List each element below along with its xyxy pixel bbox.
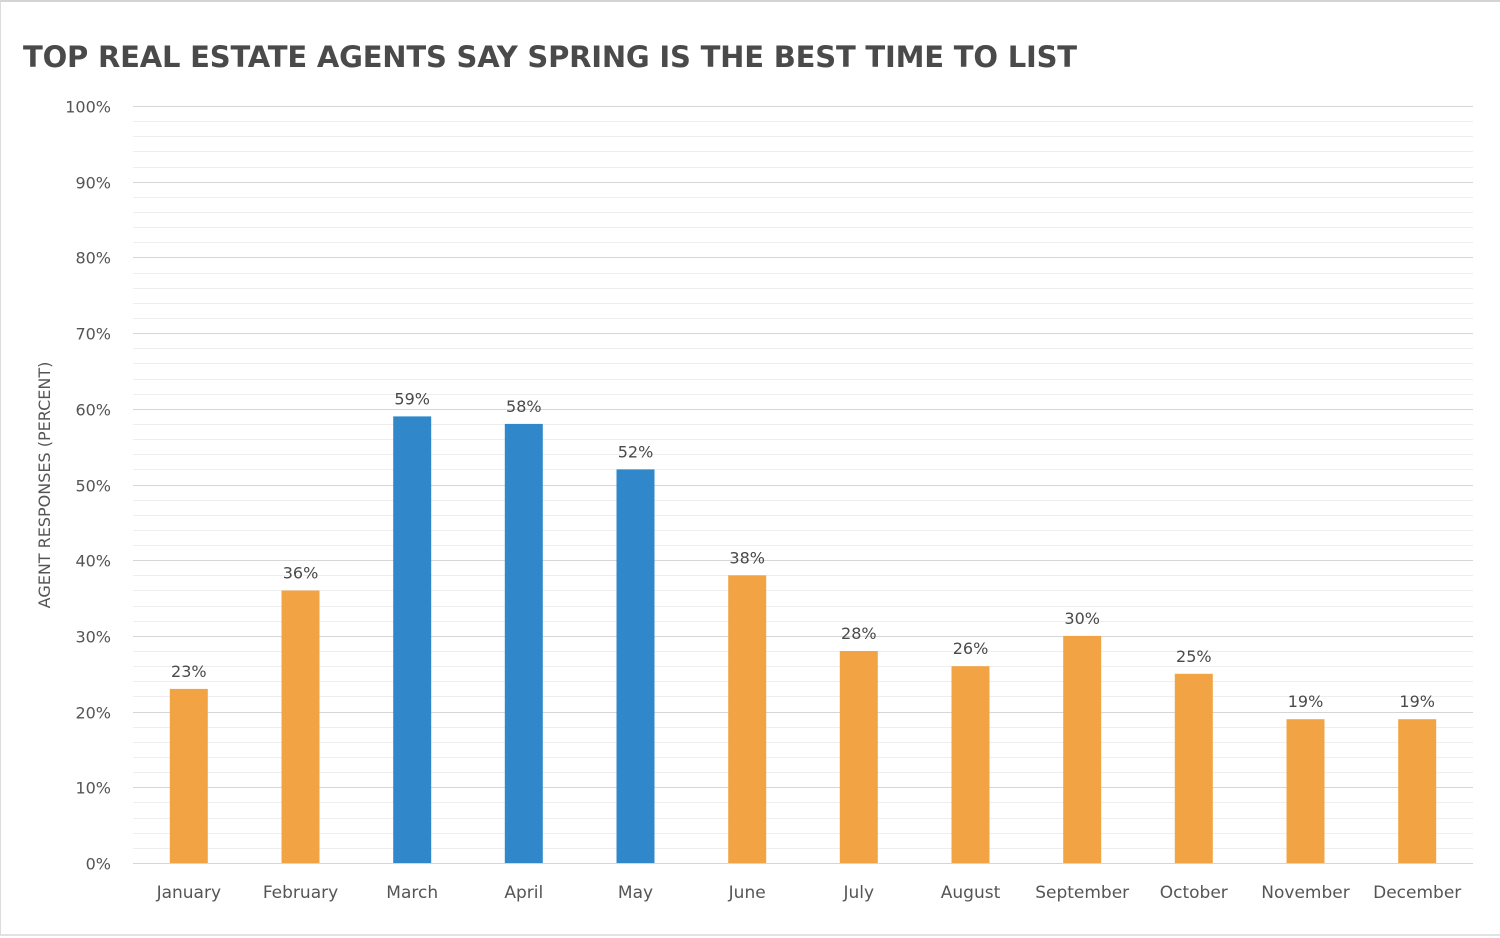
x-tick-label-march: March (386, 883, 438, 903)
x-tick-label-january: January (156, 883, 221, 903)
x-tick-label-august: August (941, 883, 1001, 903)
bar-february (281, 590, 320, 863)
value-label-january: 23% (171, 662, 207, 681)
bar-november (1286, 719, 1325, 863)
value-label-october: 25% (1176, 647, 1212, 666)
y-tick-label: 80% (75, 249, 111, 268)
value-label-february: 36% (283, 564, 319, 583)
grid-lines (133, 106, 1473, 864)
y-tick-label: 40% (75, 552, 111, 571)
x-tick-label-december: December (1373, 883, 1461, 903)
x-tick-label-june: June (728, 883, 766, 903)
bar-december (1398, 719, 1437, 863)
y-tick-label: 0% (86, 855, 111, 874)
x-tick-label-october: October (1160, 883, 1228, 903)
x-tick-label-february: February (263, 883, 338, 903)
bar-may (616, 469, 655, 863)
bar-january (169, 688, 208, 863)
x-axis-ticks: January February March April May June July Augu… (156, 883, 1462, 903)
bar-march (393, 416, 432, 863)
value-label-november: 19% (1288, 692, 1324, 711)
value-label-march: 59% (394, 389, 430, 408)
value-label-april: 58% (506, 397, 542, 416)
bar-september (1063, 635, 1102, 863)
value-label-december: 19% (1399, 692, 1435, 711)
y-tick-label: 70% (75, 325, 111, 344)
x-tick-label-april: April (504, 883, 543, 903)
x-tick-label-july: July (843, 883, 875, 903)
y-tick-label: 10% (75, 779, 111, 798)
bar-july (839, 651, 878, 863)
chart-title: TOP REAL ESTATE AGENTS SAY SPRING IS THE… (23, 40, 1077, 74)
y-tick-label: 30% (75, 628, 111, 647)
x-tick-label-may: May (618, 883, 653, 903)
y-tick-label: 20% (75, 704, 111, 723)
bar-june (728, 575, 767, 863)
y-axis-ticks: 0% 10% 20% 30% 40% 50% 60% 70% 80% 90% 100% (65, 98, 111, 874)
bar-october (1174, 673, 1213, 864)
bar-april (504, 423, 543, 863)
y-tick-label: 100% (65, 98, 111, 117)
value-label-june: 38% (729, 548, 765, 567)
x-tick-label-september: September (1035, 883, 1129, 903)
y-tick-label: 60% (75, 401, 111, 420)
value-label-september: 30% (1064, 609, 1100, 628)
value-labels: 23% 36% 59% 58% 52% 38% 28% 26% 30% 25% 19% 19% (171, 389, 1435, 711)
x-tick-label-november: November (1261, 883, 1349, 903)
y-tick-label: 90% (75, 174, 111, 193)
value-label-july: 28% (841, 624, 877, 643)
y-tick-label: 50% (75, 477, 111, 496)
bar-august (951, 666, 990, 863)
value-label-may: 52% (618, 442, 654, 461)
value-label-august: 26% (953, 639, 989, 658)
bars (169, 416, 1437, 864)
y-axis-title: AGENT RESPONSES (PERCENT) (35, 362, 54, 609)
